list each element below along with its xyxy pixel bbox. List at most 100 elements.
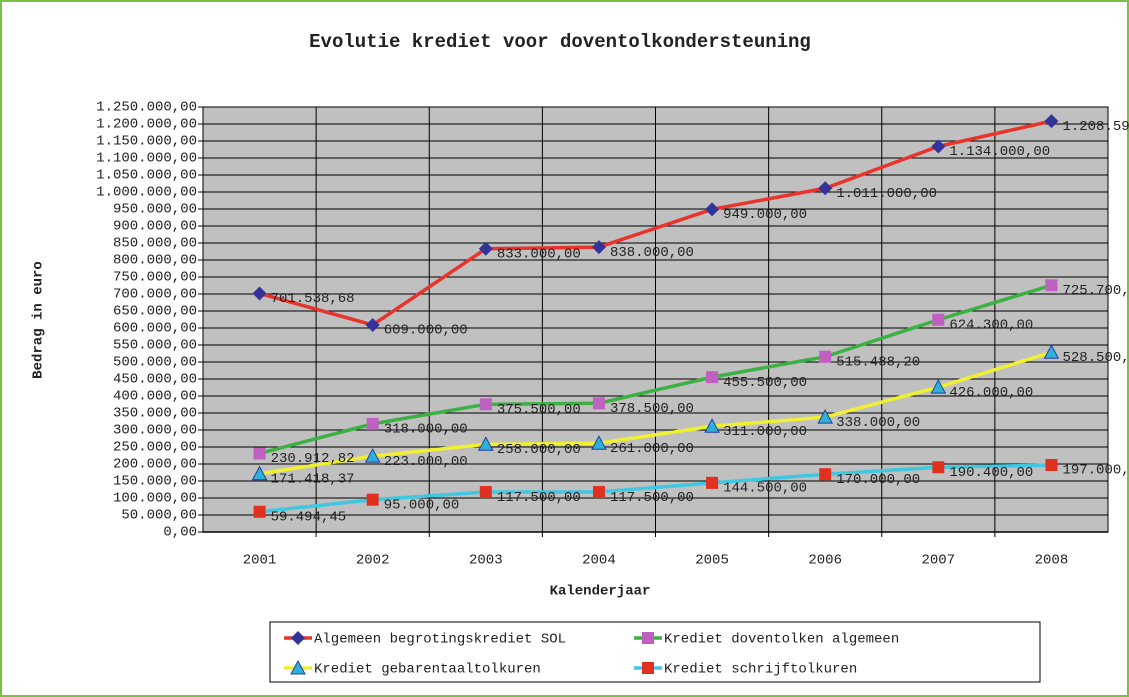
data-label: 170.000,00 [836, 472, 920, 488]
data-label: 609.000,00 [384, 323, 468, 339]
data-label: 1.134.000,00 [949, 144, 1050, 160]
marker [932, 461, 945, 474]
y-tick-label: 450.000,00 [113, 372, 197, 388]
marker [1044, 114, 1059, 129]
marker [591, 240, 606, 255]
marker [819, 468, 832, 481]
y-tick-label: 400.000,00 [113, 389, 197, 405]
y-tick-label: 650.000,00 [113, 304, 197, 320]
x-tick-label: 2005 [695, 553, 729, 569]
marker [704, 418, 720, 433]
marker [290, 659, 306, 675]
marker [592, 397, 605, 410]
data-label: 318.000,00 [384, 422, 468, 438]
marker [365, 317, 380, 332]
marker [1045, 459, 1058, 472]
x-tick-label: 2002 [356, 553, 390, 569]
y-tick-label: 750.000,00 [113, 270, 197, 286]
marker [291, 631, 305, 645]
legend-label: Algemeen begrotingskrediet SOL [314, 632, 566, 648]
legend-label: Krediet gebarentaaltolkuren [314, 662, 541, 678]
legend-marker [642, 662, 654, 674]
data-label: 426.000,00 [949, 385, 1033, 401]
marker [591, 435, 607, 450]
marker [931, 139, 946, 154]
marker [479, 486, 492, 499]
data-label: 311.000,00 [723, 424, 807, 440]
data-label: 378.500,00 [610, 401, 694, 417]
x-axis-title: Kalenderjaar [550, 584, 651, 600]
marker [705, 202, 720, 217]
y-tick-label: 550.000,00 [113, 338, 197, 354]
marker [253, 505, 266, 518]
marker [592, 486, 605, 499]
y-tick-label: 200.000,00 [113, 457, 197, 473]
y-tick-label: 900.000,00 [113, 219, 197, 235]
marker [364, 448, 381, 463]
marker [366, 417, 379, 430]
x-tick-label: 2008 [1035, 553, 1069, 569]
data-label: 624.300,00 [949, 317, 1033, 333]
marker [366, 493, 379, 506]
data-label: 117.500,00 [497, 490, 581, 506]
data-label: 223.000,00 [384, 454, 468, 470]
legend-label: Krediet schrijftolkuren [664, 662, 857, 678]
data-label: 1.208.590,00 [1062, 119, 1129, 135]
legend-marker [291, 631, 305, 645]
legend-box [269, 621, 1041, 683]
data-label: 833.000,00 [497, 246, 581, 262]
marker [478, 241, 493, 256]
data-label: 59.494,45 [271, 509, 347, 525]
x-tick-label: 2003 [469, 553, 503, 569]
marker [642, 662, 654, 674]
legend-marker [642, 632, 654, 644]
series-line [259, 350, 1052, 476]
data-label: 528.500,00 [1062, 350, 1129, 366]
y-tick-label: 1.050.000,00 [96, 168, 197, 184]
data-label: 515.488,20 [836, 354, 920, 370]
series-line [259, 463, 1052, 514]
data-label: 338.000,00 [836, 415, 920, 431]
marker [818, 181, 833, 196]
y-tick-label: 600.000,00 [113, 321, 197, 337]
marker [477, 436, 494, 451]
data-label: 230.912,82 [271, 451, 355, 467]
legend-marker [290, 659, 306, 675]
data-label: 701.538,68 [271, 291, 355, 307]
data-label: 725.700,00 [1062, 283, 1129, 299]
data-label: 171.418,37 [271, 471, 355, 487]
y-tick-label: 250.000,00 [113, 440, 197, 456]
chart-title: Evolutie krediet voor doventolkondersteu… [309, 31, 811, 53]
y-tick-label: 1.250.000,00 [96, 100, 197, 116]
y-tick-label: 1.200.000,00 [96, 117, 197, 133]
marker [932, 313, 945, 326]
y-tick-label: 100.000,00 [113, 491, 197, 507]
data-label: 838.000,00 [610, 245, 694, 261]
marker [479, 398, 492, 411]
y-tick-label: 700.000,00 [113, 287, 197, 303]
y-tick-label: 500.000,00 [113, 355, 197, 371]
y-tick-label: 0,00 [163, 525, 197, 541]
marker [930, 379, 947, 394]
marker [251, 465, 268, 481]
x-tick-label: 2001 [243, 553, 277, 569]
y-tick-label: 150.000,00 [113, 474, 197, 490]
marker [706, 371, 719, 384]
y-tick-label: 1.100.000,00 [96, 151, 197, 167]
x-tick-label: 2006 [808, 553, 842, 569]
y-tick-label: 300.000,00 [113, 423, 197, 439]
marker [1043, 344, 1060, 359]
data-label: 197.000,00 [1062, 463, 1129, 479]
y-tick-label: 950.000,00 [113, 202, 197, 218]
data-label: 949.000,00 [723, 207, 807, 223]
y-tick-label: 50.000,00 [121, 508, 197, 524]
x-tick-label: 2004 [582, 553, 616, 569]
data-label: 258.000,00 [497, 442, 581, 458]
legend-label: Krediet doventolken algemeen [664, 632, 899, 648]
data-label: 261.000,00 [610, 441, 694, 457]
data-label: 117.500,00 [610, 490, 694, 506]
marker [819, 350, 832, 363]
y-tick-label: 850.000,00 [113, 236, 197, 252]
marker [253, 447, 266, 460]
